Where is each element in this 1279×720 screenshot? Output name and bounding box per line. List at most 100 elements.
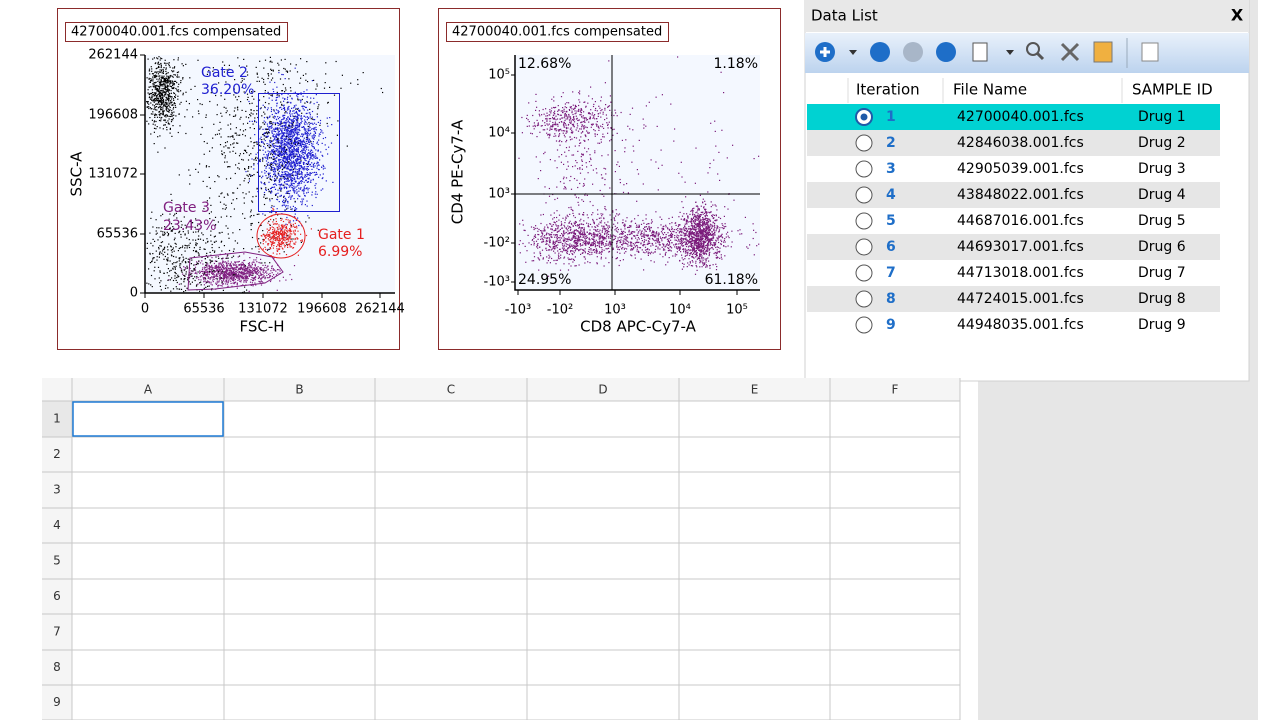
event-dot — [173, 67, 175, 69]
event-dot — [286, 216, 288, 219]
event-dot — [266, 272, 268, 274]
event-dot — [160, 120, 162, 122]
event-dot — [240, 266, 242, 268]
event-dot — [203, 208, 205, 210]
event-dot — [258, 221, 260, 224]
event-dot — [278, 174, 280, 176]
event-dot — [296, 108, 298, 110]
event-dot — [244, 278, 246, 280]
event-dot — [281, 174, 283, 176]
event-dot — [303, 186, 305, 188]
event-dot — [232, 143, 234, 145]
event-dot — [169, 75, 171, 77]
event-dot — [357, 83, 359, 85]
event-dot — [275, 164, 277, 166]
event-dot — [184, 116, 186, 118]
event-dot — [153, 105, 156, 107]
event-dot — [689, 221, 691, 223]
event-dot — [283, 156, 285, 158]
event-dot — [310, 132, 312, 134]
event-dot — [277, 148, 279, 150]
event-dot — [280, 219, 282, 221]
event-dot — [260, 279, 262, 281]
event-dot — [204, 248, 206, 250]
event-dot — [255, 159, 257, 161]
event-dot — [275, 157, 277, 159]
event-dot — [156, 259, 158, 261]
event-dot — [168, 80, 170, 82]
event-dot — [276, 105, 278, 107]
event-dot — [283, 138, 285, 141]
event-dot — [290, 127, 292, 129]
event-dot — [173, 92, 176, 95]
event-dot — [291, 195, 293, 197]
event-dot — [301, 168, 303, 170]
event-dot — [681, 257, 683, 259]
event-dot — [161, 109, 163, 111]
event-dot — [147, 101, 149, 103]
event-dot — [687, 252, 689, 254]
event-dot — [292, 145, 294, 147]
event-dot — [699, 266, 701, 268]
event-dot — [161, 113, 163, 115]
event-dot — [211, 247, 213, 249]
event-dot — [311, 137, 313, 139]
event-dot — [193, 269, 195, 271]
event-dot — [174, 267, 176, 269]
event-dot — [286, 71, 289, 73]
event-dot — [350, 82, 352, 84]
event-dot — [191, 222, 193, 224]
event-dot — [229, 272, 231, 274]
event-dot — [293, 185, 295, 187]
event-dot — [313, 103, 315, 105]
event-dot — [154, 94, 156, 97]
event-dot — [152, 80, 154, 82]
event-dot — [181, 246, 183, 249]
event-dot — [199, 290, 201, 292]
event-dot — [161, 58, 163, 60]
event-dot — [281, 129, 283, 131]
event-dot — [186, 267, 188, 269]
event-dot — [264, 147, 266, 149]
event-dot — [269, 126, 271, 128]
event-dot — [315, 94, 317, 96]
event-dot — [164, 91, 167, 93]
event-dot — [162, 85, 164, 87]
event-dot — [226, 276, 228, 278]
event-dot — [291, 107, 293, 109]
event-dot — [271, 99, 273, 101]
event-dot — [179, 263, 181, 265]
event-dot — [283, 160, 285, 162]
event-dot — [261, 268, 263, 270]
event-dot — [687, 221, 689, 223]
event-dot — [302, 95, 304, 97]
event-dot — [170, 101, 172, 103]
event-dot — [269, 235, 271, 237]
event-dot — [298, 110, 300, 112]
event-dot — [146, 77, 148, 79]
event-dot — [225, 178, 228, 180]
event-dot — [269, 223, 271, 226]
event-dot — [283, 236, 285, 238]
event-dot — [278, 152, 281, 155]
event-dot — [689, 254, 691, 257]
event-dot — [230, 123, 232, 125]
event-dot — [185, 257, 187, 259]
event-dot — [287, 178, 289, 180]
event-dot — [301, 180, 303, 182]
event-dot — [319, 119, 322, 122]
event-dot — [156, 256, 158, 258]
event-dot — [147, 92, 149, 94]
event-dot — [243, 264, 245, 266]
event-dot — [277, 128, 279, 130]
event-dot — [249, 114, 251, 116]
event-dot — [291, 146, 293, 148]
event-dot — [297, 156, 299, 158]
event-dot — [697, 228, 699, 230]
event-dot — [295, 209, 297, 211]
event-dot — [221, 153, 224, 156]
event-dot — [241, 86, 243, 89]
event-dot — [269, 123, 271, 125]
event-dot — [260, 188, 263, 190]
event-dot — [295, 104, 297, 106]
